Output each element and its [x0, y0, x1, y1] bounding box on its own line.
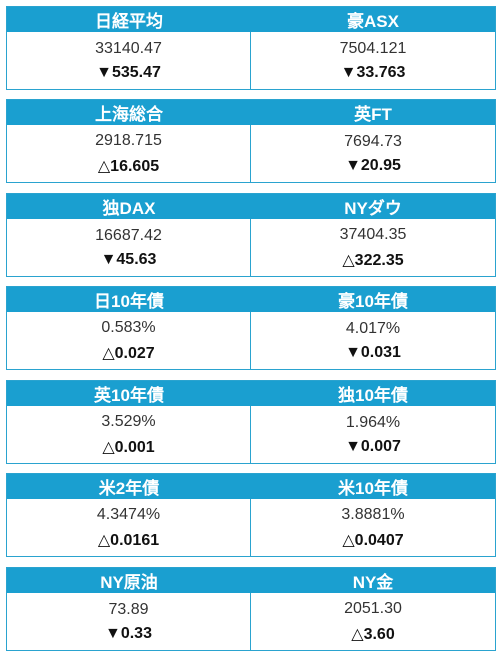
market-value: 37404.35	[339, 225, 407, 243]
market-change: △0.0161	[97, 531, 160, 549]
market-label: 豪ASX	[251, 7, 495, 32]
market-change: ▼0.33	[105, 624, 152, 642]
market-group: 日経平均 豪ASX 33140.47 ▼535.47 7504.121 ▼33.…	[6, 6, 496, 90]
market-label: NY原油	[7, 568, 251, 593]
market-label: 英10年債	[7, 381, 251, 406]
market-label: NYダウ	[251, 194, 495, 219]
market-cell: 4.3474% △0.0161	[7, 499, 251, 556]
market-value: 16687.42	[95, 226, 162, 244]
market-value: 1.964%	[345, 413, 401, 431]
market-change: ▼0.007	[345, 437, 401, 455]
market-value: 7694.73	[344, 132, 402, 150]
market-change: ▼45.63	[100, 250, 157, 268]
market-value: 2918.715	[95, 131, 162, 149]
market-change: △16.605	[97, 157, 160, 175]
market-change: △322.35	[342, 251, 404, 269]
market-cell: 37404.35 △322.35	[251, 219, 495, 276]
market-cell: 3.8881% △0.0407	[251, 499, 495, 556]
market-value: 4.017%	[345, 319, 401, 337]
market-change: ▼20.95	[345, 156, 401, 174]
market-cell: 2051.30 △3.60	[251, 593, 495, 650]
market-cell: 33140.47 ▼535.47	[7, 32, 251, 89]
market-group: 英10年債 独10年債 3.529% △0.001 1.964% ▼0.007	[6, 380, 496, 464]
market-label: 独10年債	[251, 381, 495, 406]
market-label: 日10年債	[7, 287, 251, 312]
market-cell: 73.89 ▼0.33	[7, 593, 251, 650]
market-cell: 4.017% ▼0.031	[251, 312, 495, 369]
market-group: NY原油 NY金 73.89 ▼0.33 2051.30 △3.60	[6, 567, 496, 651]
market-cell: 7504.121 ▼33.763	[251, 32, 495, 89]
market-group: 独DAX NYダウ 16687.42 ▼45.63 37404.35 △322.…	[6, 193, 496, 277]
market-cell: 1.964% ▼0.007	[251, 406, 495, 463]
market-cell: 7694.73 ▼20.95	[251, 125, 495, 182]
market-label: 上海総合	[7, 100, 251, 125]
market-cell: 2918.715 △16.605	[7, 125, 251, 182]
market-label: 独DAX	[7, 194, 251, 219]
market-group: 上海総合 英FT 2918.715 △16.605 7694.73 ▼20.95	[6, 99, 496, 183]
market-cell: 16687.42 ▼45.63	[7, 219, 251, 276]
market-value: 3.8881%	[341, 505, 405, 523]
market-change: △0.0407	[342, 531, 404, 549]
market-cell: 3.529% △0.001	[7, 406, 251, 463]
market-change: ▼535.47	[96, 63, 161, 81]
market-value: 33140.47	[95, 39, 162, 57]
market-group: 日10年債 豪10年債 0.583% △0.027 4.017% ▼0.031	[6, 286, 496, 370]
market-group: 米2年債 米10年債 4.3474% △0.0161 3.8881% △0.04…	[6, 473, 496, 557]
market-label: 米2年債	[7, 474, 251, 499]
market-label: 米10年債	[251, 474, 495, 499]
market-value: 0.583%	[101, 318, 156, 336]
market-value: 7504.121	[339, 39, 407, 57]
market-change: △0.001	[102, 438, 155, 456]
market-cell: 0.583% △0.027	[7, 312, 251, 369]
market-value: 3.529%	[101, 412, 156, 430]
market-label: 豪10年債	[251, 287, 495, 312]
market-value: 4.3474%	[96, 505, 161, 523]
market-value: 73.89	[108, 600, 149, 618]
market-change: ▼33.763	[340, 63, 406, 81]
market-label: NY金	[251, 568, 495, 593]
market-change: △3.60	[351, 625, 395, 643]
market-value: 2051.30	[344, 599, 402, 617]
market-change: △0.027	[102, 344, 155, 362]
market-change: ▼0.031	[345, 343, 401, 361]
market-label: 英FT	[251, 100, 495, 125]
market-label: 日経平均	[7, 7, 251, 32]
